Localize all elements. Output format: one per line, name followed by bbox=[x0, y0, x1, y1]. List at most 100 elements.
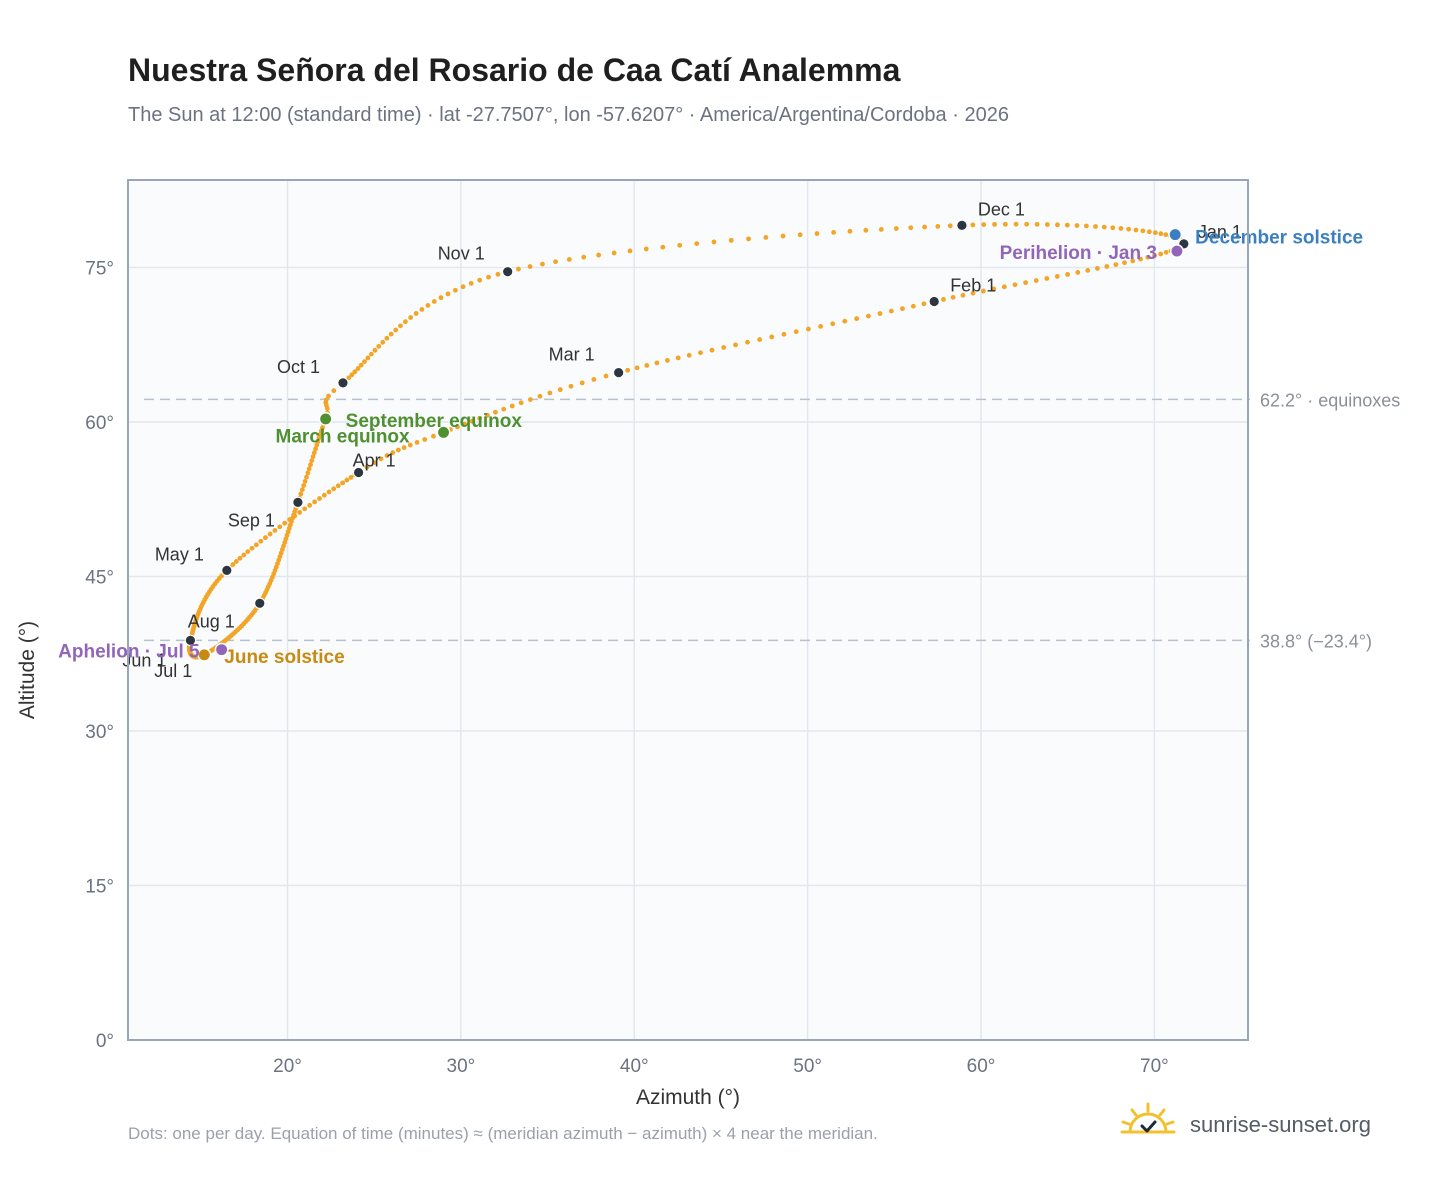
event-marker bbox=[318, 411, 333, 426]
daily-sun-dot bbox=[733, 342, 738, 348]
daily-sun-dot bbox=[299, 487, 305, 493]
daily-sun-dot bbox=[980, 288, 986, 294]
daily-sun-dot bbox=[1085, 267, 1091, 273]
daily-sun-dot bbox=[313, 446, 318, 452]
plot-frame bbox=[127, 179, 1249, 1041]
daily-sun-dot bbox=[866, 313, 871, 319]
daily-sun-dot bbox=[452, 287, 458, 293]
daily-sun-dot bbox=[372, 347, 378, 353]
daily-sun-dot bbox=[1152, 230, 1158, 236]
daily-sun-dot bbox=[431, 299, 437, 304]
daily-sun-dot bbox=[516, 266, 521, 272]
y-tick-label: 75° bbox=[85, 259, 114, 280]
daily-sun-dot bbox=[233, 559, 239, 564]
daily-sun-dot bbox=[1140, 228, 1146, 234]
daily-sun-dot bbox=[282, 520, 288, 526]
daily-sun-dot bbox=[537, 393, 543, 399]
daily-sun-dot bbox=[230, 562, 236, 567]
daily-sun-dot bbox=[241, 552, 247, 558]
daily-sun-dot bbox=[596, 252, 602, 258]
daily-sun-dot bbox=[900, 306, 905, 312]
daily-sun-dot bbox=[335, 483, 341, 489]
daily-sun-dot bbox=[493, 409, 498, 415]
daily-sun-dot bbox=[686, 352, 692, 358]
daily-sun-dot bbox=[384, 335, 390, 341]
daily-sun-dot bbox=[1130, 258, 1136, 264]
chart-subtitle: The Sun at 12:00 (standard time) · lat -… bbox=[128, 104, 1009, 126]
daily-sun-dot bbox=[1152, 253, 1157, 259]
daily-sun-dot bbox=[1024, 221, 1030, 227]
daily-sun-dot bbox=[806, 326, 811, 332]
daily-sun-dot bbox=[408, 315, 414, 320]
daily-sun-dot bbox=[308, 462, 313, 468]
event-label: Perihelion · Jan 3 bbox=[1000, 243, 1157, 264]
month-label: Jun 1 bbox=[122, 650, 166, 670]
daily-sun-dot bbox=[348, 475, 354, 480]
daily-sun-dot bbox=[365, 355, 371, 361]
daily-sun-dot bbox=[1093, 224, 1098, 229]
daily-sun-dot bbox=[888, 308, 894, 314]
daily-sun-dot bbox=[711, 239, 717, 245]
brand-text: sunrise-sunset.org bbox=[1190, 1112, 1371, 1137]
daily-sun-dot bbox=[935, 223, 941, 229]
daily-sun-dot bbox=[1101, 224, 1107, 230]
daily-sun-dot bbox=[384, 453, 390, 458]
daily-sun-dot bbox=[991, 286, 997, 292]
event-label: Aphelion · Jul 5 bbox=[58, 642, 200, 663]
daily-sun-dot bbox=[579, 380, 585, 386]
daily-sun-dot bbox=[403, 319, 408, 325]
daily-sun-dot bbox=[627, 248, 633, 254]
daily-sun-dot bbox=[395, 447, 401, 453]
reference-line-label: 38.8° (−23.4°) bbox=[1260, 631, 1372, 651]
daily-sun-dot bbox=[540, 261, 545, 267]
daily-sun-dot bbox=[307, 502, 313, 508]
daily-sun-dot bbox=[305, 470, 311, 476]
daily-sun-dot bbox=[1083, 223, 1089, 229]
daily-sun-dot bbox=[331, 388, 337, 394]
daily-sun-dot bbox=[378, 456, 384, 462]
month-label: Oct 1 bbox=[277, 357, 320, 377]
daily-sun-dot bbox=[1033, 278, 1039, 283]
month-label: Jul 1 bbox=[154, 661, 192, 681]
daily-sun-dot bbox=[393, 327, 399, 333]
daily-sun-dot bbox=[566, 257, 572, 262]
daily-sun-dot bbox=[1122, 260, 1127, 266]
daily-sun-dot bbox=[302, 506, 308, 512]
daily-sun-dot bbox=[413, 311, 419, 316]
daily-sun-dot bbox=[664, 358, 670, 363]
daily-sun-dot bbox=[908, 225, 914, 231]
daily-sun-dot bbox=[557, 387, 563, 393]
daily-sun-dot bbox=[763, 235, 769, 240]
daily-sun-dot bbox=[267, 531, 273, 537]
daily-sun-dot bbox=[309, 458, 315, 463]
brand[interactable]: sunrise-sunset.org bbox=[1120, 1102, 1390, 1148]
daily-sun-dot bbox=[321, 492, 327, 498]
daily-sun-dot bbox=[634, 365, 640, 371]
daily-sun-dot bbox=[302, 478, 308, 484]
daily-sun-dot bbox=[941, 297, 946, 302]
daily-sun-dot bbox=[376, 343, 382, 349]
daily-sun-dot bbox=[484, 412, 490, 418]
daily-sun-dot bbox=[553, 259, 558, 265]
daily-sun-dot bbox=[431, 433, 436, 439]
daily-sun-dot bbox=[495, 271, 501, 277]
event-marker bbox=[214, 642, 229, 657]
event-label: March equinox bbox=[276, 426, 411, 447]
daily-sun-dot bbox=[326, 489, 332, 495]
sun-logo-icon bbox=[1120, 1102, 1176, 1134]
daily-sun-dot bbox=[992, 221, 997, 227]
x-tick-label: 20° bbox=[273, 1056, 302, 1077]
daily-sun-dot bbox=[298, 491, 304, 497]
daily-sun-dot bbox=[1013, 221, 1019, 227]
daily-sun-dot bbox=[331, 486, 337, 492]
daily-sun-dot bbox=[893, 226, 899, 231]
daily-sun-dot bbox=[364, 464, 370, 470]
daily-sun-dot bbox=[1145, 254, 1151, 260]
daily-sun-dot bbox=[518, 400, 524, 406]
daily-sun-dot bbox=[1163, 249, 1169, 255]
plot-area bbox=[128, 180, 1248, 1040]
daily-sun-dot bbox=[249, 545, 255, 551]
daily-sun-dot bbox=[468, 280, 474, 286]
month-label: Aug 1 bbox=[188, 611, 235, 631]
daily-sun-dot bbox=[1118, 226, 1124, 231]
